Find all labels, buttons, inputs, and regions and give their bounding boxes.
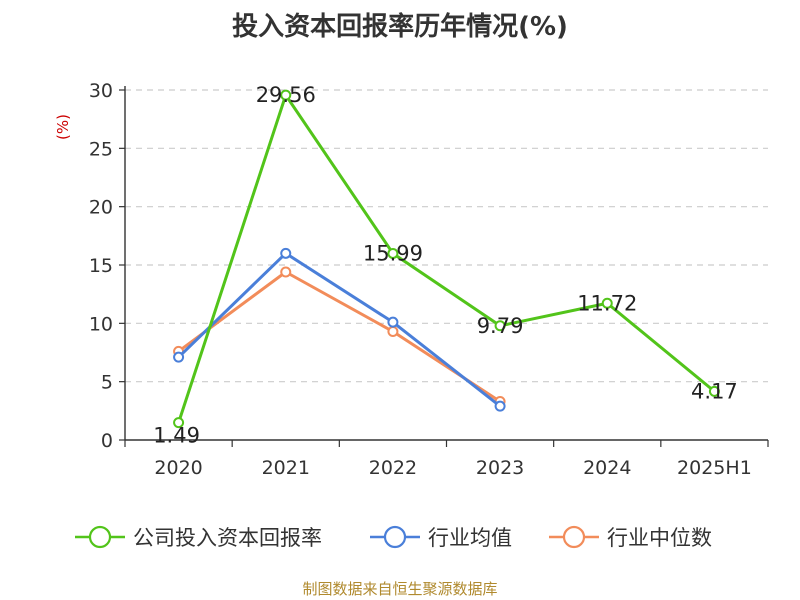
legend-label: 行业中位数: [607, 526, 712, 550]
y-tick-label: 15: [89, 255, 113, 277]
data-point: [494, 400, 506, 412]
x-tick-label: 2020: [154, 457, 202, 479]
x-tick-label: 2023: [476, 457, 524, 479]
data-point: [280, 266, 292, 278]
chart-title: 投入资本回报率历年情况(%): [232, 12, 568, 42]
y-tick-label: 0: [101, 430, 113, 452]
data-point: [387, 247, 399, 259]
x-tick-label: 2024: [583, 457, 631, 479]
data-point: [173, 417, 185, 429]
source-note: 制图数据来自恒生聚源数据库: [302, 580, 498, 598]
legend-item-2[interactable]: 行业中位数: [549, 525, 712, 550]
y-axis-label: (%): [54, 114, 72, 140]
y-tick-label: 10: [89, 313, 113, 335]
x-tick-label: 2022: [369, 457, 417, 479]
data-point: [494, 320, 506, 332]
x-tick-label: 2021: [262, 457, 310, 479]
series-line-2: [177, 270, 501, 403]
data-label: 1.49: [153, 424, 200, 448]
data-point: [601, 297, 613, 309]
data-labels: 1.49 29.56 15.99 9.79 11.72 4.17: [153, 83, 738, 447]
data-point: [173, 351, 185, 363]
y-tick-label: 5: [101, 372, 113, 394]
data-point: [387, 326, 399, 337]
series-line-0: [177, 93, 716, 424]
data-point: [387, 316, 399, 328]
series-lines: [173, 89, 720, 429]
x-tick-label: 2025H1: [677, 457, 752, 479]
legend-item-1[interactable]: 行业均值: [370, 525, 512, 550]
legend-swatch-marker: [562, 525, 586, 549]
y-tick-label: 30: [89, 80, 113, 102]
legend: 公司投入资本回报率 行业均值 行业中位数: [75, 525, 712, 550]
data-point: [280, 247, 292, 259]
grid-lines: [125, 89, 768, 383]
data-point: [280, 89, 292, 101]
legend-label: 行业均值: [428, 526, 512, 550]
y-tick-label: 20: [89, 197, 113, 219]
data-label: 15.99: [363, 241, 423, 265]
axes: 0 5 10 15 20 25 30 2020 2021 2022 2023 2024 2025H1 (%…: [54, 80, 769, 479]
legend-item-0[interactable]: 公司投入资本回报率: [75, 525, 322, 550]
legend-swatch-marker: [88, 525, 112, 549]
legend-label: 公司投入资本回报率: [133, 526, 322, 550]
data-point: [708, 385, 720, 397]
data-label: 9.79: [477, 314, 524, 338]
data-label: 29.56: [256, 83, 316, 107]
data-label: 4.17: [691, 379, 738, 403]
data-label: 11.72: [577, 291, 637, 315]
series-line-1: [177, 251, 502, 408]
legend-swatch-marker: [383, 525, 407, 549]
y-tick-label: 25: [89, 138, 113, 160]
